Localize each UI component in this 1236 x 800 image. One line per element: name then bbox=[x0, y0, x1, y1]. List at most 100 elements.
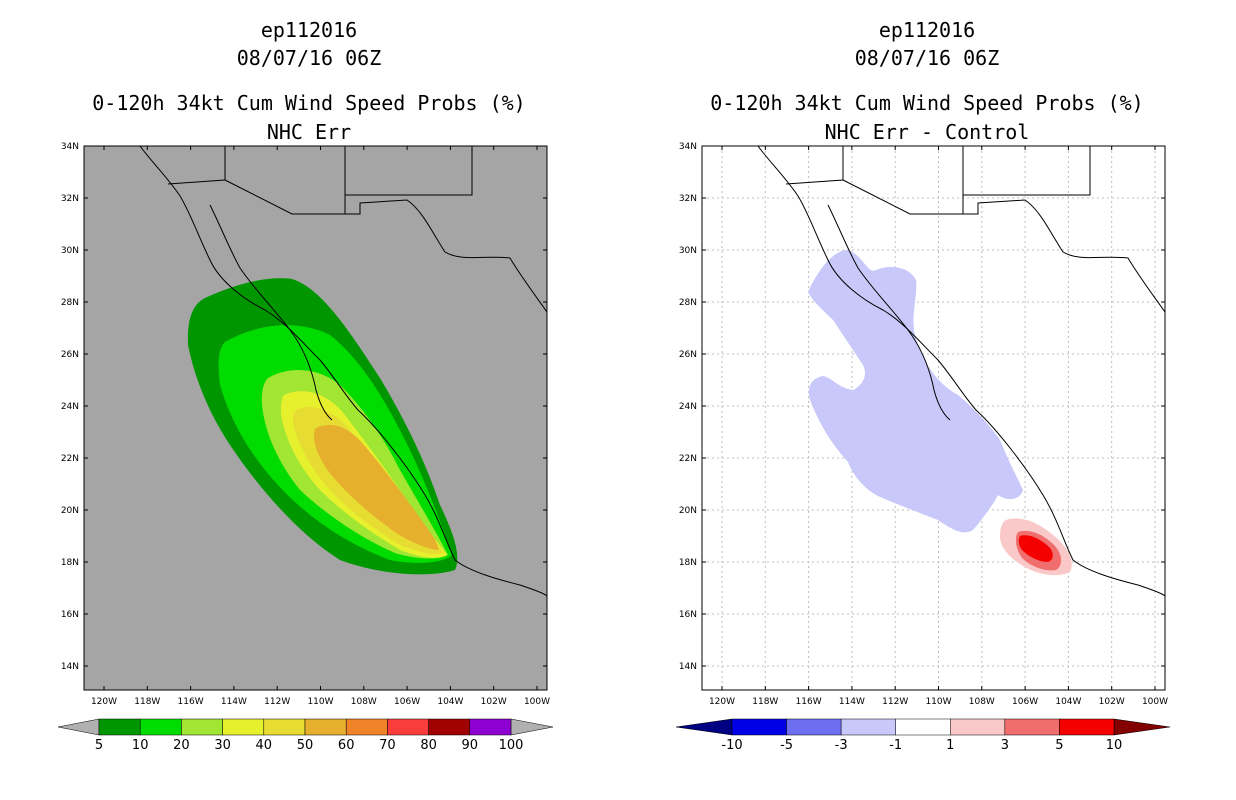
lon-label: 120W bbox=[91, 697, 117, 707]
colorbar-segment bbox=[98, 718, 141, 736]
lat-label: 16N bbox=[61, 610, 79, 620]
contour-positive-5-to-10 bbox=[1018, 535, 1053, 562]
probability-contours bbox=[187, 278, 458, 575]
storm-id: ep112016 bbox=[878, 18, 976, 42]
product-title: 0-120h 34kt Cum Wind Speed Probs (%) bbox=[710, 91, 1144, 115]
colorbar-label: -3 bbox=[835, 738, 848, 753]
contour-50 bbox=[314, 424, 439, 550]
colorbar-segment bbox=[387, 718, 429, 736]
lon-label: 110W bbox=[307, 697, 333, 707]
lon-label: 106W bbox=[394, 697, 420, 707]
lat-label: 22N bbox=[61, 454, 79, 464]
lat-label: 26N bbox=[61, 350, 79, 360]
lat-label: 16N bbox=[679, 610, 697, 620]
colorbar-label: 50 bbox=[297, 738, 314, 753]
colorbar-segment bbox=[428, 718, 471, 736]
colorbar-segment bbox=[840, 718, 896, 736]
lon-label: 118W bbox=[134, 697, 160, 707]
colorbar-label: 5 bbox=[95, 738, 103, 753]
lat-label: 28N bbox=[61, 298, 79, 308]
lon-label: 104W bbox=[1055, 697, 1081, 707]
colorbar-label: 60 bbox=[338, 738, 355, 753]
lat-label: 20N bbox=[61, 506, 79, 516]
lon-label: 102W bbox=[1099, 697, 1125, 707]
colorbar-segment bbox=[139, 718, 182, 736]
colorbar-over-arrow bbox=[510, 718, 554, 736]
lat-label: 28N bbox=[679, 298, 697, 308]
lon-label: 110W bbox=[925, 697, 951, 707]
forecast-datetime: 08/07/16 06Z bbox=[854, 46, 1000, 70]
lat-label: 32N bbox=[61, 194, 79, 204]
colorbar-segment bbox=[304, 718, 347, 736]
colorbar-label: 70 bbox=[379, 738, 396, 753]
colorbar-under-arrow bbox=[57, 718, 100, 736]
lat-label: 26N bbox=[679, 350, 697, 360]
map-frame bbox=[83, 145, 548, 691]
colorbar-segment bbox=[950, 718, 1006, 736]
colorbar-segment bbox=[222, 718, 265, 736]
lat-label: 34N bbox=[679, 142, 697, 152]
contour-negative-1-to-3 bbox=[808, 250, 1023, 533]
colorbar-segment bbox=[1004, 718, 1060, 736]
colorbar-segment bbox=[345, 718, 388, 736]
colorbar-over-arrow bbox=[1113, 718, 1171, 736]
difference-contours bbox=[808, 250, 1072, 576]
colorbar-label: 40 bbox=[256, 738, 273, 753]
lat-label: 24N bbox=[679, 402, 697, 412]
colorbar-label: 30 bbox=[214, 738, 231, 753]
colorbar-label: -1 bbox=[889, 738, 902, 753]
colorbar-segment bbox=[895, 718, 951, 736]
right-panel: ep112016 08/07/16 06Z 0-120h 34kt Cum Wi… bbox=[618, 0, 1236, 800]
lat-label: 22N bbox=[679, 454, 697, 464]
lon-label: 100W bbox=[1142, 697, 1168, 707]
lon-label: 116W bbox=[796, 697, 822, 707]
product-title: 0-120h 34kt Cum Wind Speed Probs (%) bbox=[92, 91, 526, 115]
lon-label: 100W bbox=[524, 697, 550, 707]
colorbar-segment bbox=[181, 718, 223, 736]
lon-label: 112W bbox=[264, 697, 290, 707]
map-axes: 34N 32N 30N 28N 26N 24N 22N 20N 18N 16N 14N 120W 118… bbox=[61, 142, 550, 707]
colorbar-segment bbox=[786, 718, 842, 736]
map-frame bbox=[701, 145, 1166, 691]
map-axes: 34N 32N 30N 28N 26N 24N 22N 20N 18N 16N 14N 120W 118… bbox=[679, 142, 1168, 707]
colorbar-label: -5 bbox=[780, 738, 793, 753]
colorbar-segment bbox=[1059, 718, 1115, 736]
lon-label: 116W bbox=[178, 697, 204, 707]
colorbar: -10 -5 -3 -1 1 3 5 10 bbox=[675, 718, 1171, 753]
colorbar-label: 20 bbox=[173, 738, 190, 753]
colorbar-label: -10 bbox=[721, 738, 742, 753]
lat-label: 18N bbox=[61, 558, 79, 568]
lon-label: 108W bbox=[969, 697, 995, 707]
colorbar-segment bbox=[263, 718, 306, 736]
lon-label: 118W bbox=[752, 697, 778, 707]
lon-label: 120W bbox=[709, 697, 735, 707]
colorbar: 5 10 20 30 40 50 60 70 80 90 100 bbox=[57, 718, 554, 753]
forecast-datetime: 08/07/16 06Z bbox=[236, 46, 382, 70]
lat-label: 30N bbox=[61, 246, 79, 256]
coastlines bbox=[139, 146, 547, 597]
lat-label: 34N bbox=[61, 142, 79, 152]
lon-label: 102W bbox=[481, 697, 507, 707]
lat-label: 18N bbox=[679, 558, 697, 568]
colorbar-label: 10 bbox=[1106, 738, 1123, 753]
lat-label: 14N bbox=[679, 662, 697, 672]
colorbar-label: 1 bbox=[946, 738, 954, 753]
lon-label: 104W bbox=[437, 697, 463, 707]
lon-label: 114W bbox=[221, 697, 247, 707]
right-map-svg: 34N 32N 30N 28N 26N 24N 22N 20N 18N 16N 14N 120W 118… bbox=[675, 142, 1171, 753]
lon-label: 114W bbox=[839, 697, 865, 707]
colorbar-label: 80 bbox=[420, 738, 437, 753]
lon-label: 106W bbox=[1012, 697, 1038, 707]
lat-label: 32N bbox=[679, 194, 697, 204]
colorbar-label: 10 bbox=[132, 738, 149, 753]
colorbar-segment bbox=[731, 718, 787, 736]
lon-label: 108W bbox=[351, 697, 377, 707]
lon-label: 112W bbox=[882, 697, 908, 707]
subtitle: NHC Err bbox=[266, 120, 352, 144]
storm-id: ep112016 bbox=[260, 18, 358, 42]
left-panel: ep112016 08/07/16 06Z 0-120h 34kt Cum Wi… bbox=[57, 18, 554, 753]
lat-label: 24N bbox=[61, 402, 79, 412]
lat-label: 20N bbox=[679, 506, 697, 516]
left-map-svg: 34N 32N 30N 28N 26N 24N 22N 20N 18N 16N 14N 120W 118… bbox=[57, 142, 554, 753]
coastlines bbox=[757, 146, 1165, 597]
